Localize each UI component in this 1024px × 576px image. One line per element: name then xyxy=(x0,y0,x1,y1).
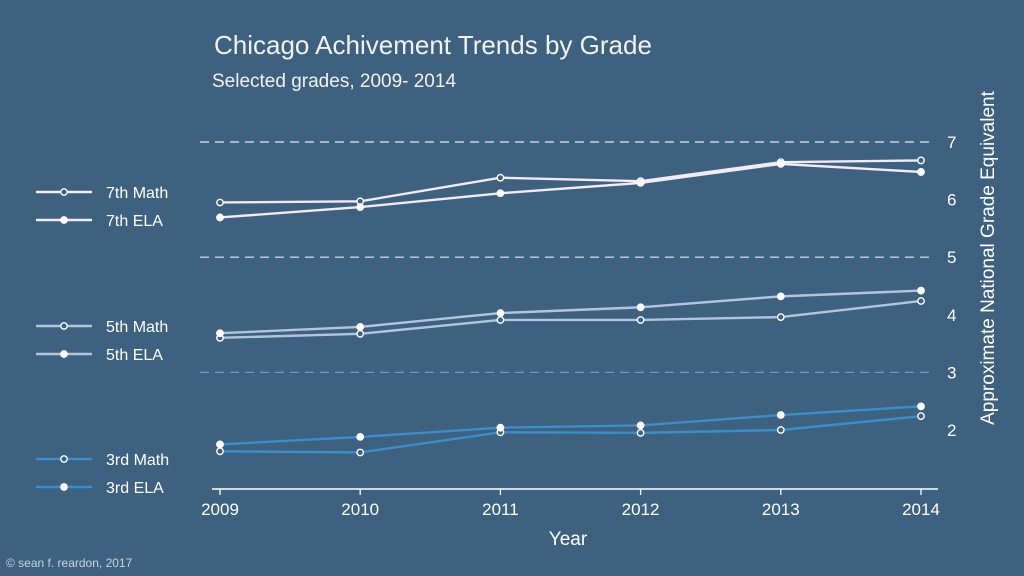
data-point xyxy=(496,316,505,324)
legend-item: 5th ELA xyxy=(36,347,163,364)
data-point xyxy=(216,447,224,456)
legend-swatch-marker xyxy=(60,483,68,491)
series-line xyxy=(219,405,922,446)
x-tick-label: 2012 xyxy=(622,500,660,519)
series-5th-ela xyxy=(216,286,925,338)
data-point xyxy=(216,440,224,449)
series-3rd-ela xyxy=(216,402,925,449)
y-tick-label: 7 xyxy=(947,133,956,152)
y-tick-label: 3 xyxy=(947,363,956,382)
x-tick-label: 2013 xyxy=(762,500,800,519)
legend-item: 3rd ELA xyxy=(36,480,164,497)
data-point xyxy=(776,292,785,301)
chart-subtitle: Selected grades, 2009- 2014 xyxy=(212,71,457,92)
data-point xyxy=(636,303,645,312)
data-point xyxy=(636,316,645,324)
legend-swatch-marker xyxy=(60,350,68,358)
data-point xyxy=(496,423,505,432)
x-tick-label: 2014 xyxy=(902,500,940,519)
series-line xyxy=(219,159,922,204)
data-point xyxy=(917,297,925,305)
data-point xyxy=(356,448,365,457)
x-tick-label: 2011 xyxy=(482,500,519,519)
reference-gridlines xyxy=(200,141,934,374)
series-7th-math xyxy=(216,156,925,207)
series-line xyxy=(219,414,922,454)
legend-item: 3rd Math xyxy=(36,452,169,469)
legend-item: 7th Math xyxy=(36,185,168,202)
series-line xyxy=(219,289,922,335)
y-tick-label: 6 xyxy=(947,191,956,210)
x-tick-label: 2009 xyxy=(201,500,239,519)
legend-swatch-marker xyxy=(60,322,68,330)
x-axis-label: Year xyxy=(549,529,588,550)
chart-title: Chicago Achivement Trends by Grade xyxy=(214,30,652,60)
legend-label: 7th Math xyxy=(106,185,168,202)
data-point xyxy=(496,173,505,182)
series-line xyxy=(219,299,922,340)
data-point xyxy=(496,309,505,317)
data-point xyxy=(496,189,505,198)
legend-label: 5th ELA xyxy=(106,347,163,364)
legend-label: 3rd ELA xyxy=(106,480,164,497)
data-point xyxy=(636,178,645,187)
legend-item: 7th ELA xyxy=(36,213,163,230)
y-tick-label: 5 xyxy=(947,248,956,267)
copyright-text: © sean f. reardon, 2017 xyxy=(6,556,133,570)
legend-label: 7th ELA xyxy=(106,213,163,230)
data-point xyxy=(776,313,785,322)
data-point xyxy=(216,213,224,222)
legend-label: 5th Math xyxy=(106,319,168,336)
data-point xyxy=(636,428,645,437)
data-point xyxy=(356,329,365,338)
data-point xyxy=(216,329,224,338)
legend-label: 3rd Math xyxy=(106,452,169,469)
series-5th-math xyxy=(216,297,925,342)
x-tick-label: 2010 xyxy=(341,500,379,519)
legend-item: 5th Math xyxy=(36,319,168,336)
legend-swatch-marker xyxy=(60,455,68,463)
data-point xyxy=(917,168,925,176)
data-point xyxy=(636,421,645,430)
data-point xyxy=(776,159,785,168)
data-point xyxy=(776,426,785,434)
data-point xyxy=(356,203,365,211)
y-axis-label: Approximate National Grade Equivalent xyxy=(978,90,999,424)
data-point xyxy=(776,411,785,419)
data-point xyxy=(917,402,925,411)
data-point xyxy=(356,322,365,331)
y-tick-label: 2 xyxy=(947,421,956,440)
data-point xyxy=(917,156,925,165)
series-group xyxy=(216,156,925,457)
data-point xyxy=(356,433,365,441)
legend-swatch-marker xyxy=(60,188,68,196)
legend-swatch-marker xyxy=(60,216,68,224)
data-point xyxy=(216,198,224,207)
data-point xyxy=(917,412,925,421)
legend: 7th Math 7th ELA 5th Math 5th ELA 3rd Math 3r… xyxy=(36,185,169,497)
series-7th-ela xyxy=(216,159,925,222)
data-point xyxy=(917,286,925,295)
y-ticks: 2 3 4 5 6 7 xyxy=(947,133,956,440)
series-3rd-math xyxy=(216,412,925,457)
x-ticks: 2009 2010 2011 2012 2013 2014 xyxy=(201,489,940,519)
series-line xyxy=(219,162,922,219)
y-tick-label: 4 xyxy=(947,306,956,325)
